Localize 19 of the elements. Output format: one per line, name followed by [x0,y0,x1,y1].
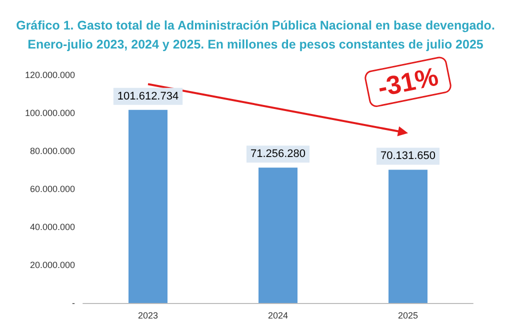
chart-title: Gráfico 1. Gasto total de la Administración Pública Nacional en base devengado. [16,18,495,32]
y-tick-label: 40.000.000 [30,222,75,232]
x-tick-label: 2024 [268,310,288,320]
y-tick-label: 20.000.000 [30,260,75,270]
chart-subtitle: Enero-julio 2023, 2024 y 2025. En millones de pesos constantes de julio 2025 [28,38,484,52]
y-tick-label: 120.000.000 [24,70,75,80]
bar [388,170,428,303]
y-tick-label: 80.000.000 [30,146,75,156]
data-label: 101.612.734 [117,90,179,102]
y-tick-label: 100.000.000 [24,108,75,118]
y-tick-label: 60.000.000 [30,184,75,194]
bar [128,110,168,303]
x-tick-label: 2023 [138,310,158,320]
data-label: 71.256.280 [250,148,306,160]
y-tick-label: - [72,298,75,308]
bar [258,168,298,303]
x-tick-label: 2025 [398,310,418,320]
annotation: -31% [375,61,441,103]
data-label: 70.131.650 [380,150,436,162]
